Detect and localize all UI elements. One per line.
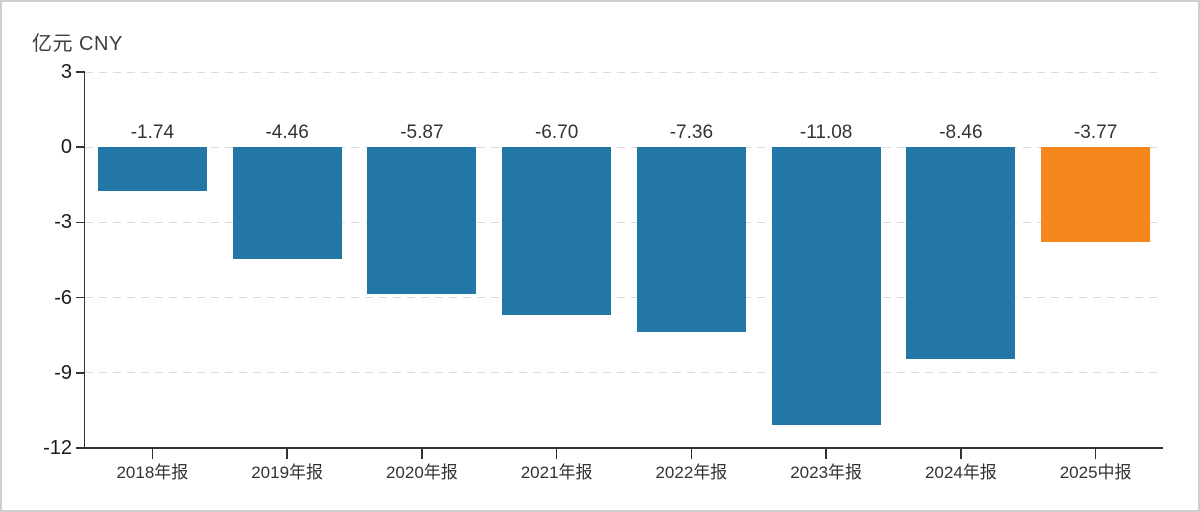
y-tick [76,296,85,299]
y-tick-label: 3 [60,61,72,83]
x-tick [1094,448,1097,459]
x-tick-label: 2023年报 [790,463,863,482]
x-tick-label: 2025中报 [1059,463,1132,482]
x-tick [151,448,154,459]
bar-2022年报[interactable] [636,147,746,332]
gridline [85,146,1163,148]
bar-2024年报[interactable] [906,147,1016,360]
gridline [85,297,1163,299]
bar-value-label: -3.77 [1073,122,1118,144]
bar-value-label: -11.08 [799,122,853,144]
y-tick-label: 0 [60,136,72,159]
bar-2020年报[interactable] [367,147,477,295]
bar-value-label: -1.74 [130,122,175,144]
x-tick-label: 2024年报 [924,463,997,482]
bar-2021年报[interactable] [502,147,612,316]
bar-value-label: -4.46 [265,122,309,144]
x-tick-label: 2021年报 [520,463,593,482]
y-axis-unit-label: 亿元 CNY [32,33,123,55]
gridline [85,372,1163,374]
bar-value-label: -6.70 [534,122,579,144]
bar-2018年报[interactable] [97,147,207,191]
y-tick-label: -6 [54,286,72,309]
x-tick [960,448,962,459]
y-tick [76,447,85,449]
x-tick [286,448,288,459]
x-tick-label: 2022年报 [655,463,728,482]
y-tick [76,221,85,224]
x-tick [555,448,558,459]
x-tick [421,448,423,459]
x-tick-label: 2018年报 [116,463,189,482]
y-axis-line [83,72,85,448]
bar-value-label: -7.36 [669,122,714,144]
x-axis-line [83,447,1163,449]
bar-value-label: -8.46 [939,122,983,144]
gridline [85,221,1163,223]
y-tick [76,372,85,374]
bar-2023年报[interactable] [771,147,881,425]
x-tick [825,448,827,459]
y-tick [76,71,85,73]
y-tick [76,146,85,148]
bar-value-label: -5.87 [400,122,444,144]
gridline [85,71,1163,73]
y-tick-label: -12 [43,437,72,459]
x-tick-label: 2020年报 [385,463,458,482]
y-tick-label: -3 [54,211,72,234]
bar-2025中报[interactable] [1041,147,1151,242]
x-tick-label: 2019年报 [251,463,324,482]
x-tick [690,448,693,459]
bar-2019年报[interactable] [232,147,342,259]
y-tick-label: -9 [54,361,72,384]
